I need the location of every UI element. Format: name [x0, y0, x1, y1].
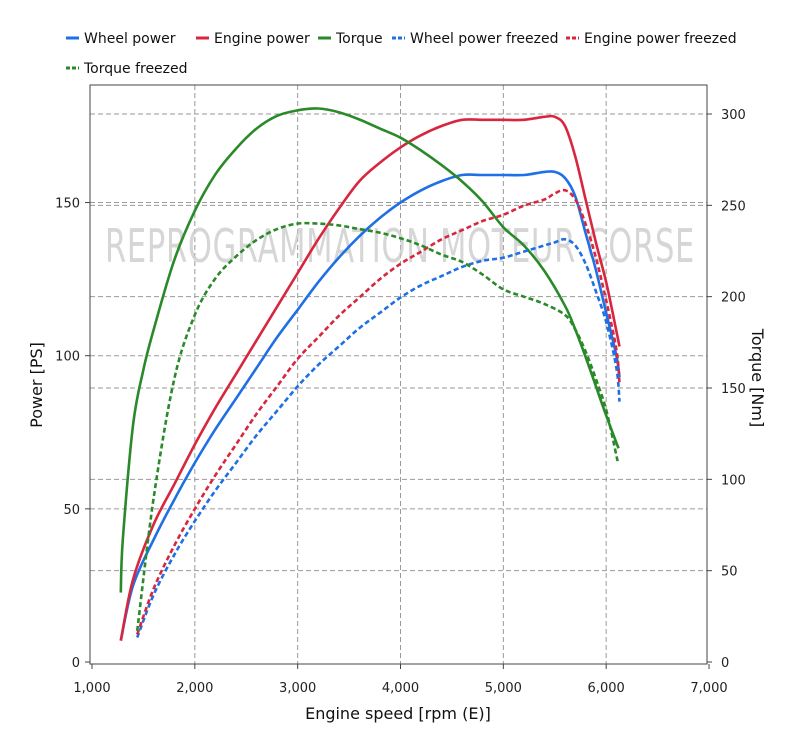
legend-item-torque-freezed: Torque freezed: [66, 61, 188, 77]
legend-label: Engine power: [214, 31, 310, 47]
y-axis-title: Power [PS]: [27, 342, 46, 428]
series-line-engine-power: [119, 114, 621, 641]
y-tick-label: 50: [63, 503, 80, 518]
x-tick-label: 3,000: [279, 681, 316, 696]
legend-label: Wheel power: [84, 31, 176, 47]
x-tick-label: 1,000: [73, 681, 110, 696]
x-tick-label: 2,000: [176, 681, 213, 696]
chart-grid: [90, 85, 707, 664]
chart-legend: Wheel power Engine power Torque Wheel power…: [66, 31, 737, 77]
chart-series: [119, 107, 621, 641]
series-line-wheel-power-freezed: [135, 237, 621, 638]
chart-axes: 1,000 2,000 3,000 4,000 5,000 6,000 7,000 0 50 10…: [55, 108, 746, 696]
y2-tick-label: 200: [721, 291, 746, 306]
x-tick-label: 4,000: [382, 681, 419, 696]
y2-tick-label: 100: [721, 473, 746, 488]
y2-tick-label: 0: [721, 656, 729, 671]
legend-item-engine-power: Engine power: [196, 31, 310, 47]
legend-label: Engine power freezed: [584, 31, 737, 47]
y-tick-label: 150: [55, 197, 80, 212]
legend-item-wheel-power: Wheel power: [66, 31, 176, 47]
y2-tick-label: 50: [721, 565, 738, 580]
series-line-torque-freezed: [135, 221, 619, 632]
y-tick-label: 100: [55, 350, 80, 365]
y2-tick-label: 300: [721, 108, 746, 123]
y2-tick-label: 250: [721, 199, 746, 214]
y-tick-label: 0: [72, 656, 80, 671]
series-line-engine-power-freezed: [135, 188, 621, 635]
x-tick-label: 6,000: [588, 681, 625, 696]
y2-tick-label: 150: [721, 382, 746, 397]
legend-item-engine-power-freezed: Engine power freezed: [566, 31, 737, 47]
x-tick-label: 7,000: [690, 681, 727, 696]
x-axis-title: Engine speed [rpm (E)]: [305, 704, 491, 723]
plot-area-border: [89, 84, 708, 665]
legend-item-torque: Torque: [318, 31, 383, 47]
legend-label: Wheel power freezed: [410, 31, 558, 47]
legend-item-wheel-power-freezed: Wheel power freezed: [392, 31, 558, 47]
legend-label: Torque freezed: [83, 61, 188, 77]
legend-label: Torque: [335, 31, 383, 47]
y2-axis-title: Torque [Nm]: [748, 328, 767, 427]
x-tick-label: 5,000: [485, 681, 522, 696]
